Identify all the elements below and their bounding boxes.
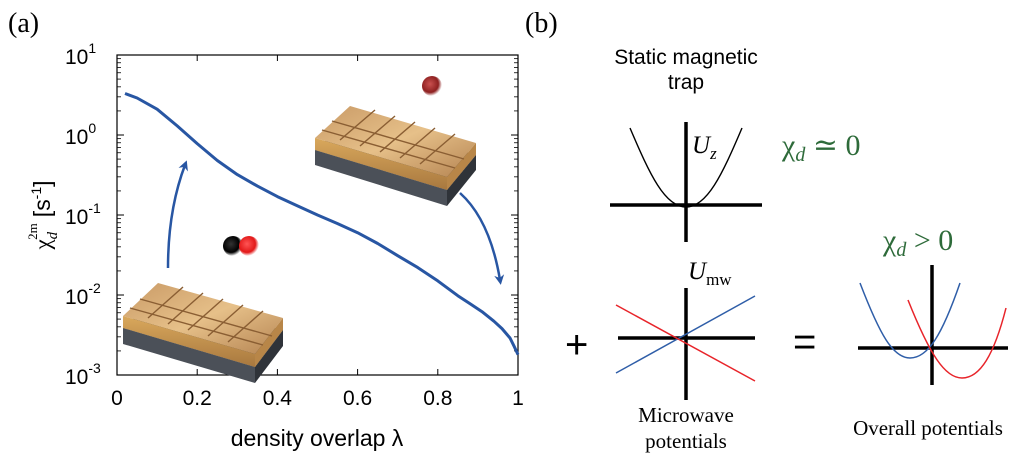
microwave-plot bbox=[615, 288, 756, 400]
y-tick-label: 100 bbox=[65, 120, 96, 149]
microwave-caption-line2: potentials bbox=[645, 429, 727, 453]
y-axis-title-symbol: χ bbox=[30, 239, 55, 251]
plus-sign: + bbox=[565, 323, 588, 367]
y-axis-title-subscript: d bbox=[45, 231, 61, 239]
x-tick-label: 0 bbox=[111, 387, 123, 410]
atom-black bbox=[223, 236, 243, 256]
y-axis-title-unit-close: ] bbox=[29, 180, 55, 186]
harmonic-potential-curve bbox=[629, 127, 743, 208]
x-tick-label: 1 bbox=[512, 387, 524, 410]
overall-red-curve bbox=[907, 299, 1007, 379]
umw-label: Umw bbox=[688, 258, 732, 289]
equals-sign: = bbox=[793, 320, 816, 364]
static-trap-plot bbox=[610, 122, 762, 242]
y-tick-label: 10-3 bbox=[65, 360, 101, 389]
chi-static-label: χd ≃ 0 bbox=[781, 129, 860, 166]
static-trap-title-line1: Static magnetic bbox=[614, 46, 758, 69]
series-layer bbox=[124, 92, 520, 356]
chi-overall-subscript: d bbox=[896, 239, 907, 261]
atom-top bbox=[422, 76, 442, 96]
chi-overall-label: χd > 0 bbox=[882, 224, 953, 261]
microwave-red-line bbox=[615, 304, 756, 382]
y-tick-label: 10-2 bbox=[65, 280, 101, 309]
uz-label: Uz bbox=[692, 132, 717, 163]
x-axis-title: density overlap λ bbox=[231, 425, 404, 451]
overall-plot bbox=[858, 265, 1008, 385]
microwave-blue-line bbox=[615, 295, 756, 374]
x-tick-label: 0.2 bbox=[183, 387, 212, 410]
y-axis-title-unit: [s bbox=[29, 199, 55, 217]
panel-a-label: (a) bbox=[8, 8, 39, 39]
microwave-caption-line1: Microwave bbox=[638, 403, 734, 427]
umw-label-main: U bbox=[688, 258, 708, 285]
y-tick-label: 10-1 bbox=[65, 200, 101, 229]
chip-illustration-bottom bbox=[123, 236, 283, 383]
chi-static-symbol: χ bbox=[781, 129, 796, 162]
static-trap-title-line2: trap bbox=[668, 71, 704, 94]
uz-label-sub: z bbox=[709, 144, 717, 163]
y-axis-title: χd 2m [s-1] bbox=[25, 180, 61, 250]
series-line bbox=[124, 92, 520, 356]
umw-label-sub: mw bbox=[706, 270, 732, 289]
chi-overall-symbol: χ bbox=[882, 224, 897, 257]
y-axis-ticks: 10-3 10-2 10-1 100 101 bbox=[65, 40, 518, 389]
arrow-down bbox=[459, 192, 505, 285]
overall-blue-curve bbox=[859, 282, 961, 359]
y-axis-title-superscript: 2m bbox=[25, 223, 40, 240]
chi-overall-relation: > 0 bbox=[906, 224, 953, 257]
x-tick-label: 0.8 bbox=[423, 387, 452, 410]
uz-label-main: U bbox=[692, 132, 712, 159]
x-tick-label: 0.6 bbox=[343, 387, 372, 410]
chip-illustration-top bbox=[315, 76, 476, 206]
x-axis-ticks: 0 0.2 0.4 0.6 0.8 1 bbox=[111, 55, 524, 410]
chi-static-relation: ≃ 0 bbox=[805, 129, 860, 162]
y-axis-title-unit-exp: -1 bbox=[28, 187, 44, 200]
panel-b-label: (b) bbox=[525, 8, 558, 39]
atom-red bbox=[239, 236, 259, 256]
arrow-up bbox=[166, 160, 188, 269]
y-tick-label: 101 bbox=[65, 40, 96, 69]
overall-caption: Overall potentials bbox=[853, 416, 1003, 440]
x-tick-label: 0.4 bbox=[263, 387, 293, 410]
chi-static-subscript: d bbox=[795, 144, 806, 166]
